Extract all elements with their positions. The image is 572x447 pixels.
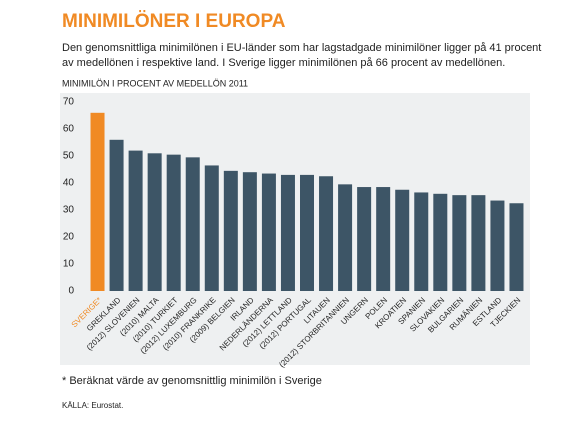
y-tick-label: 0 bbox=[68, 286, 74, 297]
bar bbox=[128, 150, 143, 291]
bar bbox=[185, 157, 200, 291]
bar bbox=[204, 165, 219, 291]
bar bbox=[452, 195, 467, 291]
bar bbox=[300, 174, 314, 291]
bar bbox=[357, 187, 372, 291]
bar bbox=[433, 193, 448, 291]
y-tick-label: 30 bbox=[63, 205, 75, 216]
y-tick-label: 50 bbox=[63, 151, 75, 162]
bar bbox=[509, 203, 524, 291]
y-tick-label: 70 bbox=[63, 97, 75, 108]
bar bbox=[242, 172, 257, 291]
y-tick-label: 20 bbox=[63, 232, 75, 243]
bar bbox=[490, 200, 505, 291]
y-tick-label: 60 bbox=[63, 124, 75, 135]
bar bbox=[471, 195, 486, 291]
subtitle: av medellönen i respektive land. I Sveri… bbox=[62, 57, 505, 69]
bar bbox=[395, 189, 410, 291]
chart-title: MINIMILÖNER I EUROPA bbox=[62, 11, 286, 32]
bar bbox=[223, 170, 238, 291]
source: KÄLLA: Eurostat. bbox=[62, 401, 123, 410]
y-tick-label: 40 bbox=[63, 178, 75, 189]
subtitle: Den genomsnittliga minimilönen i EU-länd… bbox=[62, 42, 541, 54]
y-axis-label: MINIMILÖN I PROCENT AV MEDELLÖN 2011 bbox=[62, 78, 248, 88]
bar bbox=[90, 112, 105, 291]
y-tick-label: 10 bbox=[63, 259, 75, 270]
bar bbox=[319, 176, 334, 291]
bar bbox=[280, 174, 295, 291]
bar bbox=[261, 173, 276, 291]
footnote: * Beräknat värde av genomsnittlig minimi… bbox=[62, 375, 322, 387]
bar bbox=[376, 187, 391, 291]
bar bbox=[414, 192, 429, 291]
bar bbox=[338, 184, 353, 291]
bar bbox=[147, 153, 162, 291]
bar bbox=[109, 139, 124, 291]
bar bbox=[166, 154, 181, 291]
